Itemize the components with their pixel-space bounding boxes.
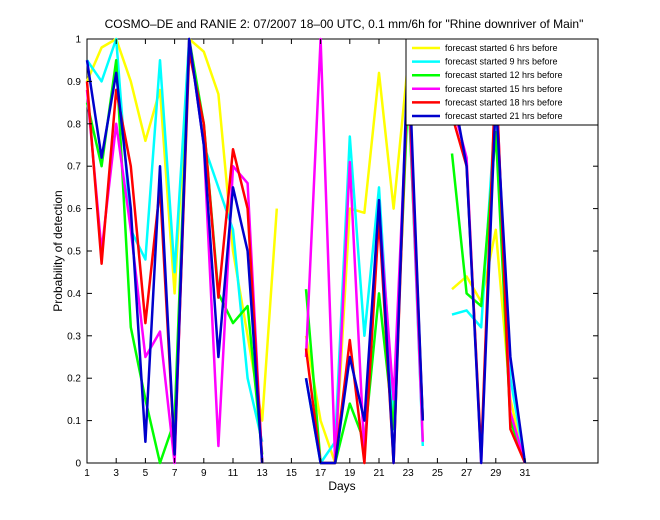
- x-tick-label: 7: [172, 468, 178, 479]
- legend: forecast started 6 hrs before forecast st…: [405, 38, 599, 126]
- x-tick-label: 1: [84, 468, 90, 479]
- x-tick-label: 27: [461, 468, 473, 479]
- x-tick-label: 31: [519, 468, 531, 479]
- x-tick-label: 17: [315, 468, 327, 479]
- ticks-layer: 1 3 5 7 9 11 13 15 17 19 21 23 25 27 29 3100.10.20.30.4…: [67, 35, 598, 479]
- x-tick-label: 19: [344, 468, 356, 479]
- legend-label-4: forecast started 15 hrs before: [445, 84, 563, 94]
- y-tick-label: 0.7: [67, 162, 81, 173]
- series-line-6: [85, 37, 527, 465]
- x-tick-label: 11: [228, 468, 239, 479]
- y-tick-label: 0.4: [67, 289, 81, 300]
- legend-box: [405, 38, 599, 126]
- y-tick-label: 0.5: [67, 247, 81, 258]
- legend-label-3: forecast started 12 hrs before: [445, 70, 563, 80]
- x-tick-label: 23: [403, 468, 415, 479]
- chart-title: COSMO–DE and RANIE 2: 07/2007 18–00 UTC,…: [105, 17, 584, 31]
- y-tick-label: 0.8: [67, 119, 81, 130]
- y-tick-label: 0.1: [67, 416, 81, 427]
- legend-label-1: forecast started 6 hrs before: [445, 43, 558, 53]
- y-tick-label: 0.2: [67, 374, 81, 385]
- y-tick-label: 0.3: [67, 331, 81, 342]
- y-axis-label: Probability of detection: [51, 190, 65, 311]
- x-tick-label: 9: [201, 468, 207, 479]
- x-tick-label: 13: [257, 468, 269, 479]
- legend-label-6: forecast started 21 hrs before: [445, 111, 563, 121]
- x-tick-label: 5: [143, 468, 149, 479]
- x-tick-label: 21: [373, 468, 385, 479]
- x-tick-label: 15: [286, 468, 298, 479]
- x-tick-label: 29: [490, 468, 502, 479]
- y-tick-label: 0.9: [67, 77, 81, 88]
- x-axis-label: Days: [328, 479, 355, 493]
- x-tick-label: 3: [113, 468, 119, 479]
- legend-label-5: forecast started 18 hrs before: [445, 97, 563, 107]
- x-tick-label: 25: [432, 468, 444, 479]
- y-tick-label: 0: [75, 459, 81, 470]
- legend-label-2: forecast started 9 hrs before: [445, 57, 558, 67]
- y-tick-label: 0.6: [67, 204, 81, 215]
- y-tick-label: 1: [75, 35, 81, 46]
